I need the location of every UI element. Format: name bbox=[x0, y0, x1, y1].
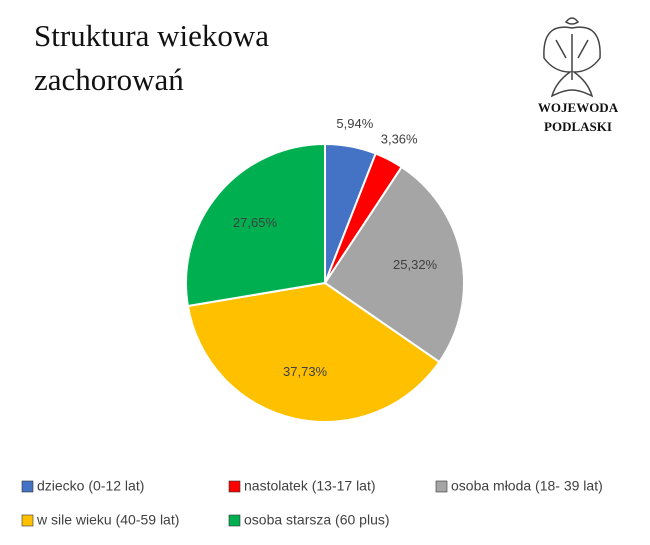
legend-label: osoba starsza (60 plus) bbox=[244, 512, 390, 528]
pie-slice bbox=[185, 142, 326, 308]
data-label: 25,32% bbox=[393, 257, 438, 272]
data-label: 37,73% bbox=[283, 364, 328, 379]
pie-slice bbox=[186, 281, 441, 423]
legend-label: w sile wieku (40-59 lat) bbox=[36, 512, 179, 528]
legend-label: nastolatek (13-17 lat) bbox=[244, 478, 376, 494]
legend-label: osoba młoda (18- 39 lat) bbox=[451, 478, 603, 494]
legend-swatch bbox=[21, 480, 34, 493]
data-label: 27,65% bbox=[233, 215, 278, 230]
chart-title: Struktura wiekowa zachorowań bbox=[34, 18, 270, 97]
legend-swatch bbox=[435, 480, 448, 493]
legend-swatch bbox=[228, 480, 241, 493]
data-label: 5,94% bbox=[336, 116, 373, 131]
eagle-emblem bbox=[543, 17, 601, 98]
legend-label: dziecko (0-12 lat) bbox=[37, 478, 144, 494]
logo-text: WOJEWODA PODLASKI bbox=[537, 100, 619, 134]
pie-slice bbox=[323, 165, 465, 364]
legend-swatch bbox=[21, 514, 34, 527]
legend-swatch bbox=[228, 514, 241, 527]
data-label: 3,36% bbox=[381, 132, 418, 147]
